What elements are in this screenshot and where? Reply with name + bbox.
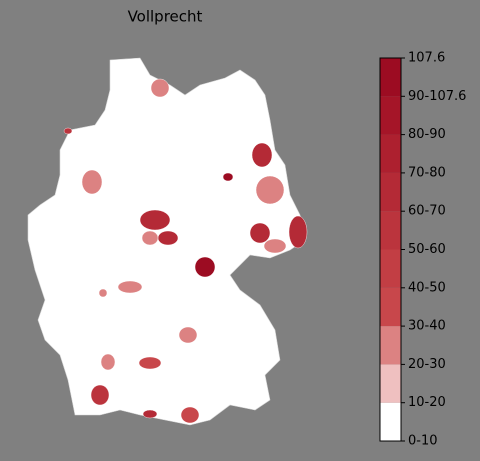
- regions: [63, 78, 308, 424]
- region: [150, 78, 170, 98]
- colorbar-band: [380, 58, 401, 97]
- colorbar-label: 10-20: [408, 395, 446, 410]
- colorbar-label: 107.6: [408, 51, 445, 66]
- map-title: Vollprecht: [128, 8, 203, 26]
- region: [255, 175, 285, 205]
- region: [141, 230, 159, 246]
- region: [222, 172, 234, 182]
- region: [98, 288, 108, 298]
- colorbar-label: 0-10: [408, 434, 438, 449]
- colorbar-band: [380, 134, 401, 173]
- region: [251, 142, 273, 168]
- region: [157, 230, 179, 246]
- region: [263, 238, 287, 254]
- colorbar-label: 40-50: [408, 280, 446, 295]
- region: [180, 406, 200, 424]
- colorbar-band: [380, 249, 401, 288]
- region: [142, 409, 158, 419]
- region: [81, 169, 103, 195]
- region: [249, 222, 271, 244]
- region: [139, 209, 171, 231]
- region: [194, 256, 216, 278]
- colorbar-band: [380, 402, 401, 441]
- colorbar-band: [380, 96, 401, 135]
- colorbar-label: 80-90: [408, 127, 446, 142]
- colorbar-band: [380, 172, 401, 212]
- colorbar-label: 20-30: [408, 357, 446, 372]
- region: [90, 384, 110, 406]
- region: [63, 127, 73, 135]
- colorbar-label: 90-107.6: [408, 89, 466, 104]
- region: [100, 353, 116, 371]
- colorbar-label: 70-80: [408, 165, 446, 180]
- region: [178, 326, 198, 344]
- colorbar-band: [380, 326, 401, 365]
- region: [288, 215, 308, 249]
- colorbar: 0-10 10-20 20-30 30-40 40-50 50-60 60-70 70-80 8…: [379, 51, 466, 449]
- colorbar-label: 60-70: [408, 204, 446, 219]
- colorbar-band: [380, 287, 401, 327]
- region: [138, 356, 162, 370]
- colorbar-label: 50-60: [408, 242, 446, 257]
- region: [117, 280, 143, 294]
- colorbar-label: 30-40: [408, 319, 446, 334]
- colorbar-band: [380, 211, 401, 250]
- colorbar-band: [380, 364, 401, 403]
